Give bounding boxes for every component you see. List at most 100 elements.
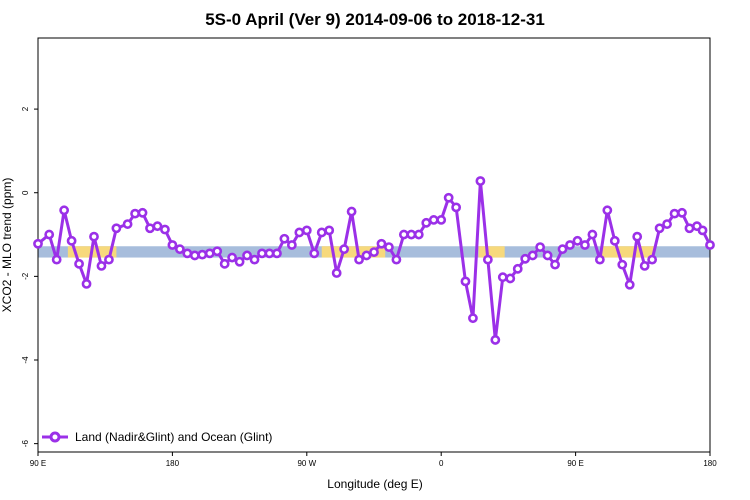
data-point (587, 229, 598, 240)
data-point (451, 202, 462, 213)
data-point (428, 215, 439, 225)
y-tick-label: -6 (21, 440, 30, 448)
data-point (550, 259, 560, 270)
data-point (316, 227, 327, 238)
x-tick-label: 0 (439, 459, 444, 468)
y-tick-label: -2 (21, 272, 30, 280)
data-point (647, 254, 658, 265)
data-point (624, 279, 635, 290)
legend-label: Land (Nadir&Glint) and Ocean (Glint) (75, 430, 272, 444)
data-point (104, 254, 114, 265)
data-point (468, 313, 478, 324)
data-point (242, 250, 252, 261)
data-point (361, 250, 372, 261)
data-point (497, 272, 508, 283)
data-point (264, 248, 275, 259)
land-band (321, 246, 386, 258)
data-point (384, 242, 394, 252)
x-tick-label: 90 E (30, 459, 46, 468)
data-point (81, 278, 92, 289)
data-point (542, 250, 553, 261)
series-layer (33, 176, 715, 345)
data-point (145, 223, 155, 234)
data-point (520, 253, 531, 264)
data-point (632, 231, 643, 242)
data-point (286, 240, 297, 250)
x-tick-label: 90 W (297, 459, 316, 468)
data-point (234, 256, 245, 267)
data-point (66, 235, 77, 246)
data-point (490, 335, 501, 345)
data-point (227, 252, 238, 263)
data-point (557, 244, 568, 255)
data-point (346, 206, 357, 217)
data-point (309, 248, 320, 259)
plot-frame (37, 37, 711, 453)
data-point (475, 176, 486, 186)
data-point (111, 223, 122, 234)
legend-marker (49, 431, 61, 443)
chart-title: 5S-0 April (Ver 9) 2014-09-06 to 2018-12… (205, 10, 545, 29)
data-point (535, 242, 546, 252)
x-tick-label: 180 (703, 459, 717, 468)
data-point (443, 192, 454, 203)
data-point (639, 261, 650, 271)
data-point (406, 229, 417, 240)
x-axis: 90 E 180 90 W 0 90 E 180 (30, 452, 717, 468)
data-point (189, 250, 200, 261)
data-point (421, 217, 432, 228)
data-point (33, 238, 43, 249)
data-point (279, 233, 290, 244)
data-point (580, 240, 590, 250)
data-point (572, 235, 583, 246)
data-point (59, 205, 70, 216)
y-axis-label: XCO2 - MLO trend (ppm) (0, 178, 14, 313)
data-point (602, 205, 613, 216)
data-point (705, 240, 715, 250)
series-line (37, 179, 712, 342)
data-point (609, 235, 620, 246)
data-point (89, 231, 99, 242)
data-point (654, 223, 665, 234)
data-point (294, 227, 305, 238)
data-point (398, 229, 409, 240)
data-point (219, 258, 230, 269)
data-point (413, 229, 424, 240)
data-point (212, 246, 223, 257)
data-point (391, 254, 402, 265)
data-point (74, 258, 84, 269)
data-point (167, 240, 178, 250)
data-point (339, 244, 350, 255)
data-point (331, 268, 342, 278)
y-tick-label: 0 (21, 190, 30, 195)
land-band (478, 246, 505, 258)
data-point (249, 254, 260, 265)
data-point (505, 273, 516, 284)
data-point (137, 207, 148, 218)
data-point (257, 248, 267, 259)
data-point (460, 276, 471, 287)
x-tick-label: 180 (166, 459, 180, 468)
data-point (130, 208, 140, 219)
y-tick-label: -4 (21, 356, 30, 364)
legend: Land (Nadir&Glint) and Ocean (Glint) (42, 430, 272, 444)
data-point (617, 259, 628, 270)
data-point (122, 219, 133, 229)
data-point (204, 248, 215, 259)
data-point (152, 221, 163, 232)
data-point (594, 254, 605, 265)
data-point (512, 263, 523, 274)
data-point (662, 219, 672, 229)
data-point (51, 254, 62, 265)
data-point (324, 225, 335, 236)
y-axis: -6 -4 -2 0 2 (21, 106, 38, 447)
data-point (160, 224, 170, 235)
data-point (436, 215, 447, 225)
data-point (174, 244, 185, 255)
data-point (44, 229, 55, 240)
x-axis-label: Longitude (deg E) (327, 477, 422, 491)
data-point (272, 248, 282, 259)
data-point (677, 207, 687, 218)
data-point (376, 238, 387, 249)
